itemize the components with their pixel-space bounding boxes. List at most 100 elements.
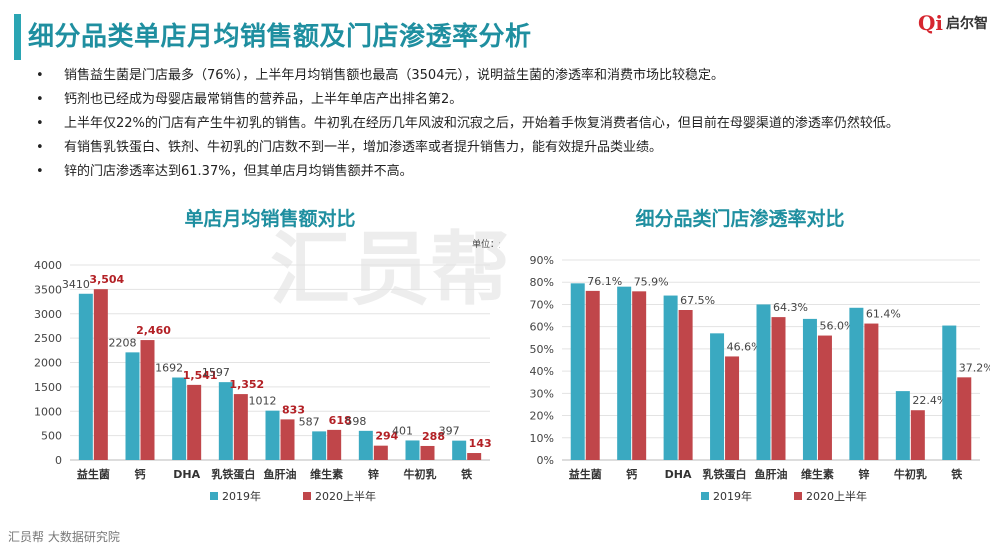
data-label: 587 bbox=[299, 415, 320, 428]
data-label: 833 bbox=[282, 403, 305, 416]
data-label: 56.0% bbox=[819, 320, 854, 333]
x-tick-label: 牛初乳 bbox=[894, 467, 927, 481]
data-label: 2,460 bbox=[136, 324, 171, 337]
y-tick-label: 3000 bbox=[34, 308, 62, 321]
x-tick-label: 鱼肝油 bbox=[755, 467, 788, 481]
bar bbox=[187, 384, 202, 460]
bar bbox=[725, 356, 740, 460]
bullet-text: 有销售乳铁蛋白、铁剂、牛初乳的门店数不到一半，增加渗透率或者提升销售力，能有效提… bbox=[64, 140, 663, 155]
title-accent-bar bbox=[14, 14, 21, 60]
data-label: 1012 bbox=[249, 395, 277, 408]
data-label: 22.4% bbox=[912, 394, 947, 407]
bar bbox=[233, 394, 248, 460]
x-tick-label: 锌 bbox=[368, 467, 379, 481]
data-label: 75.9% bbox=[634, 275, 669, 288]
x-tick-label: 维生素 bbox=[801, 467, 834, 481]
x-tick-label: 维生素 bbox=[310, 467, 343, 481]
bar bbox=[632, 291, 647, 460]
bullet-symbol: • bbox=[36, 164, 44, 179]
bar bbox=[140, 340, 155, 460]
bullet-symbol: • bbox=[36, 92, 44, 107]
y-tick-label: 90% bbox=[530, 254, 554, 267]
bullet-symbol: • bbox=[36, 116, 44, 131]
bullet-text: 上半年仅22%的门店有产生牛初乳的销售。牛初乳在经历几年风波和沉寂之后，开始着手… bbox=[64, 116, 899, 131]
bar bbox=[312, 431, 327, 460]
footer-source: 汇员帮 大数据研究院 bbox=[8, 530, 120, 544]
bar bbox=[864, 323, 879, 460]
data-label: 401 bbox=[392, 424, 413, 437]
logo-mark: Qi bbox=[917, 11, 943, 35]
data-label: 2208 bbox=[109, 336, 137, 349]
page-title: 细分品类单店月均销售额及门店渗透率分析 bbox=[28, 22, 532, 52]
x-tick-label: 益生菌 bbox=[77, 467, 110, 481]
bar bbox=[710, 333, 725, 460]
y-tick-label: 500 bbox=[41, 430, 62, 443]
legend-label: 2019年 bbox=[713, 489, 752, 503]
x-tick-label: 钙 bbox=[626, 467, 637, 481]
data-label: 1692 bbox=[155, 362, 183, 375]
data-label: 61.4% bbox=[866, 308, 901, 321]
bar bbox=[358, 430, 373, 460]
bullet-text: 锌的门店渗透率达到61.37%，但其单店月均销售额并不高。 bbox=[64, 164, 413, 179]
legend-label: 2020上半年 bbox=[315, 489, 376, 503]
unit-note: 单位：元 bbox=[472, 238, 500, 250]
bullet-text: 钙剂也已经成为母婴店最常销售的营养品，上半年单店产出排名第2。 bbox=[64, 92, 463, 107]
bullet-symbol: • bbox=[36, 140, 44, 155]
bar bbox=[585, 290, 600, 460]
legend-swatch bbox=[701, 492, 709, 500]
bar bbox=[895, 391, 910, 460]
bar bbox=[265, 410, 280, 460]
legend-swatch bbox=[303, 492, 311, 500]
bullet-item: • 上半年仅22%的门店有产生牛初乳的销售。牛初乳在经历几年风波和沉寂之后，开始着… bbox=[36, 112, 986, 136]
data-label: 1,541 bbox=[183, 369, 218, 382]
x-tick-label: 锌 bbox=[858, 467, 869, 481]
bar bbox=[942, 325, 957, 460]
y-tick-label: 80% bbox=[530, 276, 554, 289]
bar bbox=[617, 286, 632, 460]
y-tick-label: 0% bbox=[537, 454, 554, 467]
x-tick-label: 铁 bbox=[461, 467, 472, 481]
data-label: 618 bbox=[329, 414, 352, 427]
data-label: 76.1% bbox=[587, 275, 622, 288]
legend-swatch bbox=[794, 492, 802, 500]
bar bbox=[771, 317, 786, 460]
chart-title-sales: 单店月均销售额对比 bbox=[184, 208, 356, 230]
y-tick-label: 20% bbox=[530, 410, 554, 423]
bar bbox=[218, 382, 233, 460]
data-label: 3,504 bbox=[89, 273, 124, 286]
bar bbox=[125, 352, 140, 460]
legend-label: 2019年 bbox=[222, 489, 261, 503]
y-tick-label: 10% bbox=[530, 432, 554, 445]
bar bbox=[405, 440, 420, 460]
bar bbox=[280, 419, 295, 460]
bar bbox=[678, 310, 693, 460]
bar bbox=[817, 335, 832, 460]
data-label: 143 bbox=[469, 437, 492, 450]
x-tick-label: 乳铁蛋白 bbox=[211, 467, 255, 481]
legend-label: 2020上半年 bbox=[806, 489, 867, 503]
y-tick-label: 4000 bbox=[34, 259, 62, 272]
y-tick-label: 3500 bbox=[34, 283, 62, 296]
y-tick-label: 40% bbox=[530, 365, 554, 378]
bullet-symbol: • bbox=[36, 68, 44, 83]
x-tick-label: 鱼肝油 bbox=[264, 467, 297, 481]
y-tick-label: 2000 bbox=[34, 357, 62, 370]
data-label: 64.3% bbox=[773, 301, 808, 314]
y-tick-label: 1000 bbox=[34, 405, 62, 418]
data-label: 1,352 bbox=[229, 378, 264, 391]
y-tick-label: 60% bbox=[530, 321, 554, 334]
bar bbox=[93, 289, 108, 460]
bar bbox=[849, 307, 864, 460]
data-label: 67.5% bbox=[680, 294, 715, 307]
bullet-item: • 有销售乳铁蛋白、铁剂、牛初乳的门店数不到一半，增加渗透率或者提升销售力，能有效… bbox=[36, 136, 986, 160]
y-tick-label: 1500 bbox=[34, 381, 62, 394]
data-label: 598 bbox=[345, 415, 366, 428]
x-tick-label: 铁 bbox=[951, 467, 962, 481]
x-tick-label: 钙 bbox=[135, 467, 146, 481]
data-label: 288 bbox=[422, 430, 445, 443]
x-tick-label: 益生菌 bbox=[569, 467, 602, 481]
data-label: 3410 bbox=[62, 278, 90, 291]
x-tick-label: 牛初乳 bbox=[404, 467, 437, 481]
x-tick-label: DHA bbox=[665, 468, 692, 481]
bar bbox=[373, 445, 388, 460]
